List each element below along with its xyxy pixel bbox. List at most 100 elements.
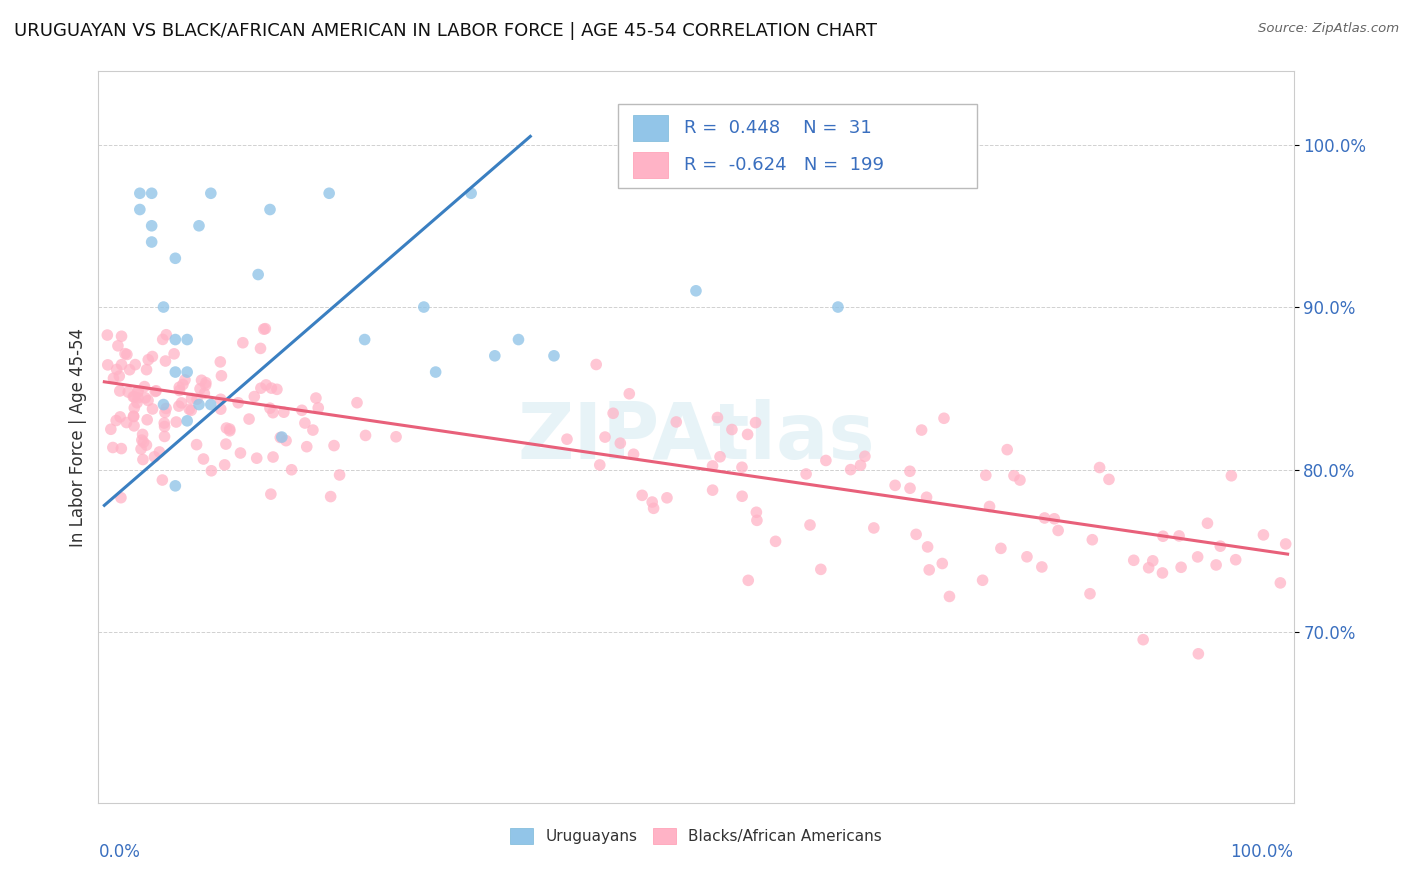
Point — [260, 487, 283, 501]
Point — [274, 434, 297, 448]
Point — [110, 442, 132, 456]
Point — [655, 491, 678, 505]
Point — [108, 409, 131, 424]
Point — [131, 433, 153, 447]
Point — [100, 422, 122, 436]
Point — [186, 437, 208, 451]
Point — [117, 385, 139, 400]
Point — [215, 421, 238, 435]
Point — [979, 500, 1001, 514]
Text: 100.0%: 100.0% — [1230, 843, 1294, 861]
Text: ZIPAtlas: ZIPAtlas — [517, 399, 875, 475]
Point — [917, 540, 939, 554]
Point — [1047, 524, 1070, 538]
Point — [849, 458, 872, 473]
Y-axis label: In Labor Force | Age 45-54: In Labor Force | Age 45-54 — [69, 327, 87, 547]
Point — [110, 358, 132, 372]
Point — [354, 428, 377, 442]
Point — [318, 186, 340, 201]
Point — [412, 300, 434, 314]
Point — [1078, 587, 1101, 601]
Point — [302, 423, 325, 437]
Point — [425, 365, 447, 379]
Point — [194, 376, 217, 390]
Point — [190, 373, 212, 387]
Point — [153, 416, 176, 430]
Point — [165, 333, 187, 347]
Point — [1132, 632, 1154, 647]
Point — [974, 468, 997, 483]
Point — [1152, 529, 1174, 543]
FancyBboxPatch shape — [619, 104, 977, 188]
Point — [132, 435, 155, 450]
Point — [143, 450, 166, 464]
Point — [1008, 473, 1031, 487]
Point — [853, 450, 876, 464]
Point — [1088, 460, 1111, 475]
Point — [543, 349, 565, 363]
Point — [602, 406, 624, 420]
Point — [1170, 560, 1192, 574]
Point — [319, 490, 342, 504]
Point — [247, 268, 270, 282]
Point — [134, 391, 156, 405]
Point — [884, 478, 907, 492]
Point — [218, 424, 240, 438]
Point — [115, 347, 138, 361]
Point — [226, 396, 249, 410]
Point — [254, 321, 277, 335]
Point — [136, 413, 159, 427]
Point — [132, 452, 155, 467]
Point — [135, 438, 157, 452]
Point — [176, 365, 198, 379]
Point — [127, 391, 149, 405]
Point — [170, 396, 193, 410]
Point — [136, 352, 159, 367]
Point — [209, 402, 232, 417]
Point — [114, 346, 136, 360]
Point — [127, 385, 149, 400]
Point — [215, 437, 238, 451]
Point — [153, 419, 176, 434]
Point — [131, 427, 153, 442]
Text: URUGUAYAN VS BLACK/AFRICAN AMERICAN IN LABOR FORCE | AGE 45-54 CORRELATION CHART: URUGUAYAN VS BLACK/AFRICAN AMERICAN IN L… — [14, 22, 877, 40]
Text: R =  -0.624   N =  199: R = -0.624 N = 199 — [685, 156, 884, 174]
Point — [1197, 516, 1219, 531]
Point — [118, 362, 141, 376]
Point — [1253, 528, 1275, 542]
Point — [141, 401, 163, 416]
Point — [932, 411, 955, 425]
Text: Source: ZipAtlas.com: Source: ZipAtlas.com — [1258, 22, 1399, 36]
Point — [1137, 560, 1160, 574]
Point — [709, 450, 731, 464]
Point — [200, 186, 222, 201]
Point — [122, 409, 145, 424]
FancyBboxPatch shape — [633, 115, 668, 141]
Point — [136, 393, 159, 408]
Point — [702, 483, 724, 497]
Point — [1122, 553, 1144, 567]
Point — [619, 386, 641, 401]
Point — [165, 365, 187, 379]
Point — [1225, 552, 1247, 566]
Point — [305, 391, 328, 405]
Point — [105, 413, 128, 427]
Point — [918, 563, 941, 577]
Point — [165, 415, 187, 429]
Point — [152, 300, 174, 314]
Point — [827, 300, 849, 314]
Point — [180, 403, 202, 417]
Point — [593, 430, 616, 444]
Point — [643, 501, 665, 516]
Point — [280, 463, 302, 477]
Point — [294, 416, 316, 430]
Point — [135, 362, 157, 376]
Point — [1187, 549, 1209, 564]
Point — [209, 355, 232, 369]
Point — [905, 527, 928, 541]
Point — [460, 186, 482, 201]
Point — [291, 403, 314, 417]
Point — [167, 399, 190, 413]
Point — [990, 541, 1012, 556]
FancyBboxPatch shape — [633, 152, 668, 178]
